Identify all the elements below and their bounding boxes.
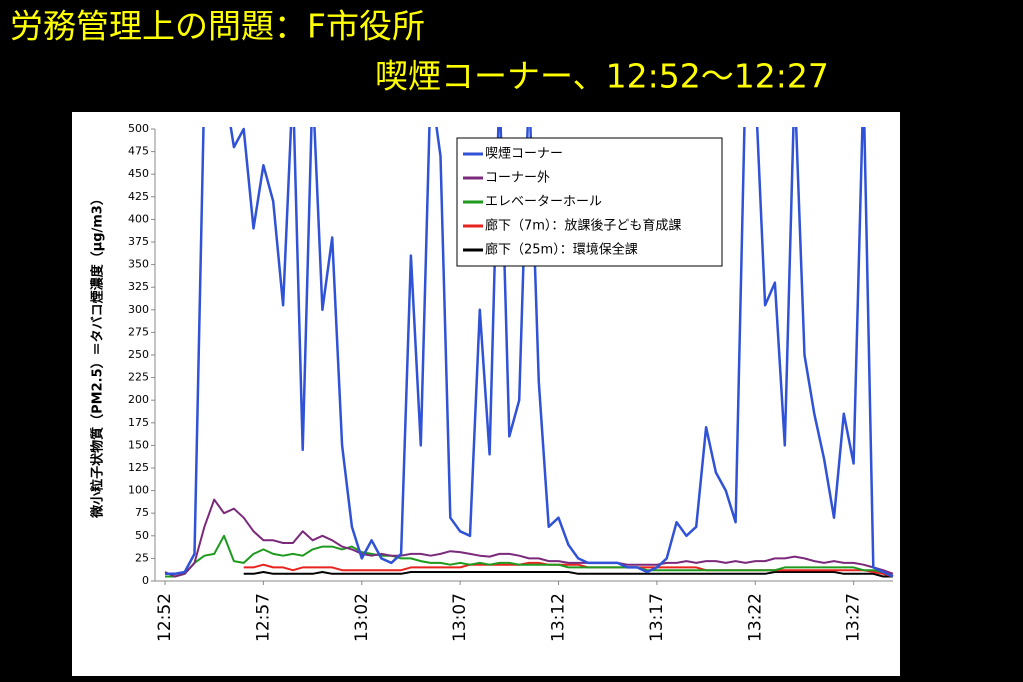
legend-box (456, 137, 723, 267)
legend: 喫煙コーナーコーナー外エレベーターホール廊下（7m）：放課後子ども育成課廊下（2… (456, 137, 723, 267)
y-tick-label: 500 (128, 122, 149, 135)
x-tick-label: 13:17 (647, 593, 667, 642)
y-tick-label: 450 (128, 167, 149, 180)
y-tick-label: 350 (128, 258, 149, 271)
series-line (165, 534, 894, 578)
x-tick-label: 13:02 (352, 593, 372, 642)
series-line (164, 498, 894, 578)
series-line (243, 561, 894, 578)
y-tick-label: 475 (128, 145, 149, 158)
x-tick-label: 13:07 (450, 593, 470, 642)
legend-label: エレベーターホール (485, 195, 602, 210)
legend-label: 廊下（25m）：環境保全課 (485, 242, 638, 258)
x-tick-label: 13:22 (745, 593, 765, 642)
slide-subtitle: 喫煙コーナー、12:52～12:27 (375, 57, 829, 96)
y-tick-label: 300 (128, 303, 149, 316)
y-tick-label: 100 (128, 484, 149, 497)
y-tick-label: 175 (128, 416, 149, 429)
y-tick-label: 225 (128, 371, 149, 384)
y-tick-label: 150 (128, 438, 149, 451)
y-tick-label: 275 (128, 325, 149, 338)
y-tick-label: 25 (135, 551, 149, 564)
series-line (243, 571, 893, 578)
series-line (165, 127, 894, 578)
x-tick-label: 12:52 (155, 593, 175, 642)
y-tick-label: 75 (135, 506, 149, 519)
y-tick-label: 250 (128, 348, 149, 361)
y-tick-label: 375 (128, 235, 149, 248)
y-tick-label: 125 (128, 461, 149, 474)
y-tick-label: 400 (128, 212, 149, 225)
y-tick-label: 425 (128, 190, 149, 203)
x-tick-label: 13:12 (549, 593, 569, 642)
y-tick-label: 200 (128, 393, 149, 406)
y-tick-label: 50 (135, 529, 149, 542)
x-tick-label: 13:27 (844, 593, 864, 642)
x-tick-label: 12:57 (253, 593, 273, 642)
y-axis-label: 微小粒子状物質（PM2.5）＝タバコ煙濃度（μg/m3） (90, 192, 106, 519)
plot (164, 127, 894, 578)
slide-title: 労務管理上の問題：F市役所 (10, 7, 425, 46)
legend-label: 廊下（7m）：放課後子ども育成課 (485, 218, 681, 234)
y-tick-label: 0 (142, 574, 149, 587)
legend-label: コーナー外 (485, 171, 550, 186)
legend-label: 喫煙コーナー (485, 147, 563, 162)
y-tick-label: 325 (128, 280, 149, 293)
